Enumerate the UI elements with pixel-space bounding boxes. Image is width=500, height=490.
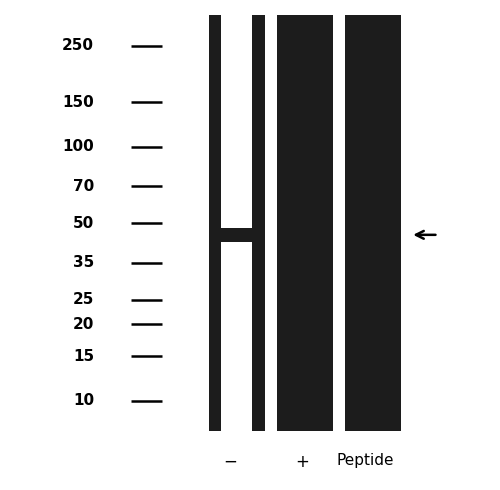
Text: 250: 250 <box>62 38 94 53</box>
Text: −: − <box>224 453 237 471</box>
Bar <box>277 15 333 431</box>
Text: Peptide: Peptide <box>336 453 394 468</box>
Text: 70: 70 <box>73 178 94 194</box>
Bar <box>209 228 264 242</box>
Text: 50: 50 <box>73 216 94 231</box>
Text: 100: 100 <box>62 139 94 154</box>
Text: 20: 20 <box>73 317 94 332</box>
Text: 150: 150 <box>62 95 94 110</box>
Text: +: + <box>295 453 309 471</box>
Bar <box>346 15 401 431</box>
Text: 10: 10 <box>73 393 94 408</box>
Text: 25: 25 <box>73 292 94 307</box>
Text: 15: 15 <box>73 348 94 364</box>
Bar <box>222 15 252 431</box>
Text: 35: 35 <box>73 255 94 270</box>
Bar <box>209 15 264 431</box>
